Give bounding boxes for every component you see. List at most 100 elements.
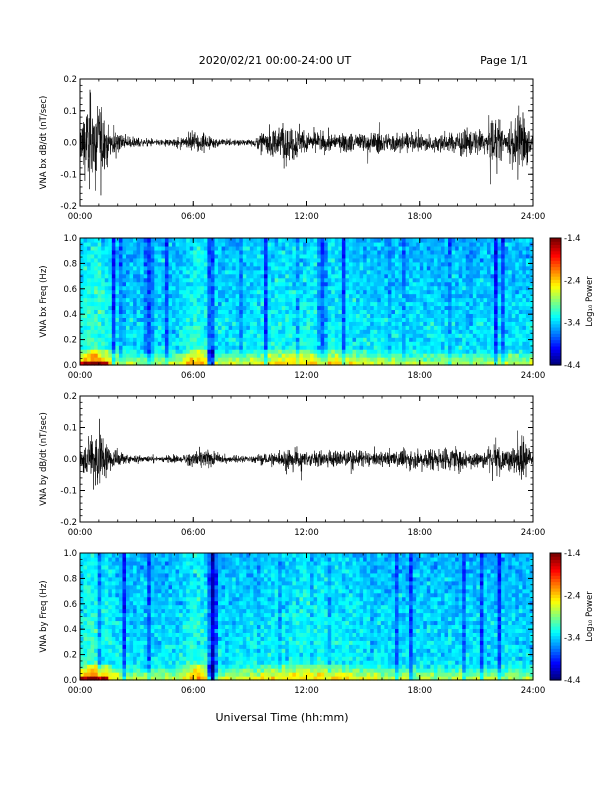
spectrogram-cell [348, 321, 354, 326]
spectrogram-cell [126, 241, 131, 247]
spectrogram-cell [416, 321, 421, 326]
spectrogram-cell [299, 337, 304, 342]
spectrogram-cell [161, 238, 166, 243]
spectrogram-cell [341, 333, 347, 338]
spectrogram-cell [111, 604, 116, 610]
spectrogram-cell [129, 297, 134, 303]
spectrogram-cell [111, 313, 116, 318]
spectrogram-cell [352, 305, 357, 311]
spectrogram-cell [423, 301, 428, 307]
spectrogram-cell [218, 253, 223, 259]
spectrogram-cell [111, 652, 116, 657]
spectrogram-cell [412, 241, 417, 247]
spectrogram-cell [242, 293, 247, 299]
spectrogram-cell [203, 301, 209, 307]
spectrogram-cell [246, 357, 251, 362]
spectrogram-cell [285, 289, 290, 295]
spectrogram-cell [111, 257, 116, 263]
spectrogram-cell [264, 281, 269, 287]
spectrogram-cell [426, 281, 431, 287]
spectrogram-cell [136, 277, 141, 283]
spectrogram-cell [405, 277, 410, 283]
spectrogram-cell [412, 345, 417, 350]
spectrogram-cell [363, 277, 368, 283]
spectrogram-cell [108, 257, 113, 263]
spectrogram-cell [497, 345, 502, 350]
spectrogram-cell [508, 353, 513, 358]
spectrogram-cell [288, 289, 293, 295]
spectrogram-cell [490, 325, 495, 330]
spectrogram-cell [207, 321, 212, 326]
spectrogram-cell [486, 305, 492, 311]
spectrogram-cell [207, 333, 212, 338]
spectrogram-cell [419, 257, 424, 263]
spectrogram-cell [274, 241, 279, 247]
spectrogram-cell [366, 361, 371, 366]
spectrogram-cell [168, 341, 173, 346]
spectrogram-cell [501, 317, 506, 322]
spectrogram-cell [302, 245, 308, 251]
spectrogram-cell [218, 345, 223, 350]
spectrogram-cell [370, 341, 375, 346]
spectrogram-cell [136, 337, 141, 342]
spectrogram-cell [94, 245, 99, 251]
spectrogram-cell [416, 293, 421, 299]
spectrogram-cell [147, 357, 152, 362]
spectrogram-cell [83, 600, 88, 606]
spectrogram-cell [494, 269, 499, 275]
spectrogram-cell [150, 345, 155, 350]
spectrogram-cell [380, 285, 385, 291]
spectrogram-cell [476, 277, 481, 283]
spectrogram-cell [122, 588, 127, 594]
spectrogram-cell [196, 261, 201, 267]
spectrogram-cell [448, 238, 453, 243]
spectrogram-cell [387, 249, 393, 255]
spectrogram-cell [242, 249, 247, 255]
spectrogram-cell [501, 265, 506, 271]
spectrogram-cell [94, 636, 99, 641]
spectrogram-cell [175, 249, 180, 255]
spectrogram-cell [196, 297, 201, 303]
spectrogram-cell [129, 249, 134, 255]
spectrogram-cell [373, 349, 378, 354]
spectrogram-cell [129, 672, 134, 677]
spectrogram-cell [412, 325, 417, 330]
spectrogram-cell [193, 313, 198, 318]
spectrogram-cell [260, 349, 265, 354]
spectrogram-cell [196, 269, 201, 275]
spectrogram-cell [87, 253, 92, 259]
spectrogram-cell [126, 628, 131, 633]
spectrogram-cell [324, 289, 329, 295]
spectrogram-cell [419, 293, 424, 299]
spectrogram-cell [150, 265, 155, 271]
spectrogram-cell [430, 317, 435, 322]
spectrogram-cell [402, 269, 407, 275]
spectrogram-cell [267, 361, 272, 366]
spectrogram-cell [302, 333, 308, 338]
spectrogram-cell [497, 265, 502, 271]
spectrogram-cell [182, 325, 187, 330]
spectrogram-cell [356, 245, 361, 251]
spectrogram-cell [334, 361, 339, 366]
spectrogram-cell [210, 321, 216, 326]
spectrogram-cell [394, 285, 400, 291]
spectrogram-cell [193, 293, 198, 299]
spectrogram-cell [80, 628, 85, 633]
spectrogram-cell [207, 341, 212, 346]
spectrogram-cell [161, 297, 166, 303]
spectrogram-cell [380, 321, 385, 326]
spectrogram-cell [161, 341, 166, 346]
spectrogram-cell [419, 305, 424, 311]
spectrogram-cell [186, 261, 191, 267]
spectrogram-cell [274, 249, 279, 255]
spectrogram-cell [242, 238, 247, 243]
spectrogram-cell [94, 600, 99, 606]
spectrogram-cell [179, 341, 184, 346]
spectrogram-cell [462, 361, 467, 366]
spectrogram-cell [295, 333, 301, 338]
spectrogram-cell [80, 644, 85, 649]
spectrogram-cell [299, 249, 304, 255]
spectrogram-cell [214, 297, 219, 303]
spectrogram-cell [94, 313, 99, 318]
spectrogram-cell [479, 293, 485, 299]
